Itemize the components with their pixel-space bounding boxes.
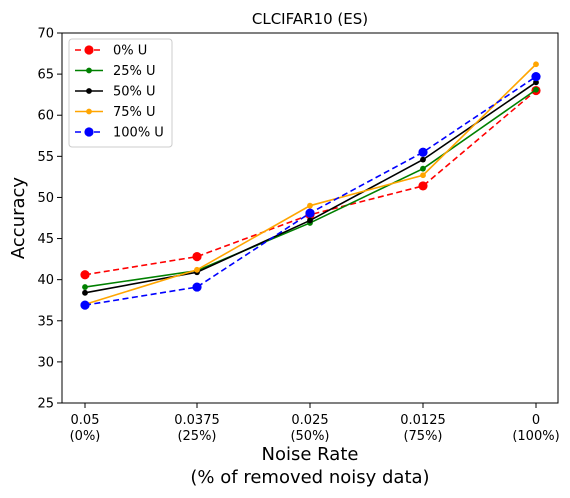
data-point [418, 181, 428, 191]
legend-label: 75% U [113, 105, 156, 120]
x-tick-label: 0.0125 [400, 413, 446, 428]
y-tick-label: 25 [37, 397, 54, 412]
x-tick-label: 0.025 [291, 413, 328, 428]
y-tick-label: 40 [37, 273, 54, 288]
series-4 [80, 71, 541, 310]
legend-marker [86, 108, 92, 115]
x-tick-sublabel: (25%) [177, 429, 216, 444]
legend-entry: 25% U [75, 64, 156, 79]
legend-entry: 100% U [75, 126, 164, 141]
x-tick-sublabel: (50%) [290, 429, 329, 444]
legend-marker [86, 88, 92, 94]
data-point [192, 282, 202, 292]
y-tick-label: 50 [37, 191, 54, 206]
legend-entry: 75% U [75, 105, 156, 120]
x-tick-sublabel: (75%) [403, 429, 442, 444]
y-tick-label: 55 [37, 150, 54, 165]
legend: 0% U 25% U 50% U 75% U 100% U [68, 38, 173, 148]
x-axis-label-line2: (% of removed noisy data) [190, 467, 429, 488]
data-point [420, 156, 426, 163]
data-point [418, 147, 428, 157]
y-tick-label: 65 [37, 68, 54, 83]
y-tick-label: 70 [37, 27, 54, 42]
x-tick-sublabel: (100%) [512, 429, 559, 444]
legend-entry: 50% U [75, 85, 156, 100]
y-tick-label: 35 [37, 314, 54, 329]
legend-frame [68, 38, 173, 148]
axes: 25 30 35 40 45 50 55 60 65 70 0.05(0%) 0.0375(25%) 0… [37, 27, 559, 445]
x-axis-label-line1: Noise Rate [262, 444, 359, 465]
data-point [305, 208, 315, 218]
legend-entry: 0% U [75, 44, 147, 59]
x-tick-label: 0 [532, 413, 540, 428]
data-point [420, 165, 426, 172]
x-tick-sublabel: (0%) [70, 429, 101, 444]
data-point [533, 86, 539, 93]
data-point [192, 252, 202, 262]
legend-label: 25% U [113, 64, 156, 79]
data-point [82, 289, 88, 296]
data-point [80, 270, 90, 280]
legend-marker [84, 127, 94, 137]
legend-marker [84, 45, 94, 55]
x-tick-label: 0.0375 [174, 413, 220, 428]
chart-title: CLCIFAR10 (ES) [252, 10, 368, 28]
data-point [307, 217, 313, 224]
x-tick-label: 0.05 [71, 413, 100, 428]
y-tick-label: 45 [37, 232, 54, 247]
data-point [531, 71, 541, 82]
y-tick-label: 60 [37, 109, 54, 124]
legend-label: 100% U [113, 126, 164, 141]
data-point [533, 61, 539, 68]
y-tick-label: 30 [37, 355, 54, 370]
data-point [82, 284, 88, 290]
data-point [420, 172, 426, 179]
legend-marker [86, 67, 92, 74]
data-point [194, 266, 200, 273]
legend-label: 50% U [113, 85, 156, 100]
data-point [80, 300, 90, 310]
plot-area [80, 61, 541, 310]
legend-label: 0% U [113, 44, 147, 59]
data-point [307, 202, 313, 209]
y-axis-label: Accuracy [8, 177, 29, 260]
